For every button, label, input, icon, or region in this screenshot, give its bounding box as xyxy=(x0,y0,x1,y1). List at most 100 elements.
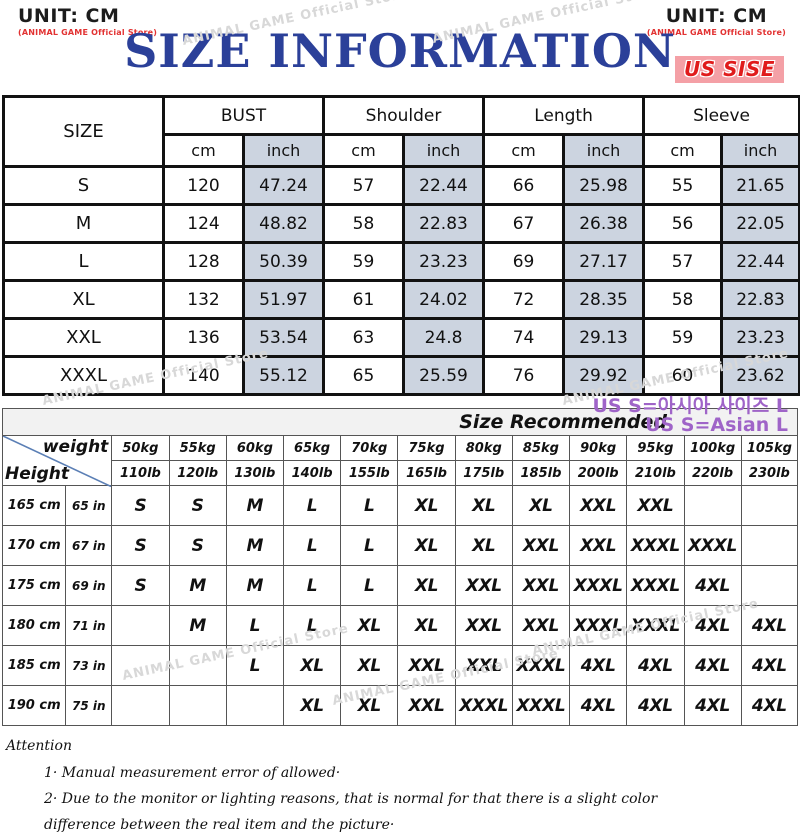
cell-M-Sleeve-inch: 22.05 xyxy=(720,203,800,244)
cell-S-Length-inch: 25.98 xyxy=(562,165,646,206)
page-header: UNIT: CM (ANIMAL GAME Official Store) UN… xyxy=(0,0,800,95)
cell-M-BUST-inch: 48.82 xyxy=(242,203,325,244)
cell-XXXL-Length-cm: 76 xyxy=(482,355,566,396)
cell-XXXL-Shoulder-inch: 25.59 xyxy=(401,355,486,396)
cell-S-BUST-inch: 47.24 xyxy=(242,165,325,206)
cell-XXXL-BUST-cm: 140 xyxy=(162,355,245,396)
height-label-in: 73 in xyxy=(65,645,113,686)
rec-cell-190cm-70kg: XL xyxy=(340,685,399,726)
rec-cell-170cm-75kg: XL xyxy=(397,525,456,566)
rec-cell-170cm-105kg xyxy=(740,525,799,566)
weight-header-kg-50kg: 50kg xyxy=(111,435,170,461)
cell-S-BUST-cm: 120 xyxy=(162,165,245,206)
height-label-in: 69 in xyxy=(65,565,113,606)
rec-cell-165cm-100kg xyxy=(683,485,742,526)
table-row: 180 cm 71 in M L L XL XL XXL XXL XXXL XXXL 4XL 4XL xyxy=(1,605,799,646)
rec-cell-185cm-105kg: 4XL xyxy=(740,645,799,686)
rec-cell-190cm-90kg: 4XL xyxy=(569,685,628,726)
cell-XL-Sleeve-cm: 58 xyxy=(642,279,724,320)
rec-cell-175cm-95kg: XXXL xyxy=(626,565,685,606)
weight-header-lb-185lb: 185lb xyxy=(511,460,571,486)
unit-left-store: (ANIMAL GAME Official Store) xyxy=(18,28,158,37)
rec-cell-175cm-105kg xyxy=(740,565,799,606)
rec-cell-165cm-65kg: L xyxy=(282,485,342,526)
cell-XXL-Sleeve-inch: 23.23 xyxy=(720,317,800,358)
unit-header-inch-7: inch xyxy=(720,133,800,168)
weight-header-lb-120lb: 120lb xyxy=(168,460,227,486)
rec-cell-165cm-90kg: XXL xyxy=(569,485,628,526)
weight-header-lb-110lb: 110lb xyxy=(111,460,170,486)
table-row: 175 cm 69 in S M M L L XL XXL XXL XXXL XXXL 4XL xyxy=(1,565,799,606)
attention-heading: Attention xyxy=(6,738,72,754)
table-row: XXXL 140 55.12 65 25.59 76 29.92 60 23.62 xyxy=(2,355,800,396)
cell-XL-Length-inch: 28.35 xyxy=(562,279,646,320)
rec-cell-190cm-60kg xyxy=(225,685,284,726)
cell-M-BUST-cm: 124 xyxy=(162,203,245,244)
rec-cell-185cm-95kg: 4XL xyxy=(626,645,685,686)
cell-L-Shoulder-cm: 59 xyxy=(322,241,405,282)
size-recommended-title: Size Recommended xyxy=(2,408,798,435)
cell-S-Sleeve-cm: 55 xyxy=(642,165,724,206)
rec-cell-180cm-100kg: 4XL xyxy=(683,605,742,646)
rec-cell-180cm-75kg: XL xyxy=(397,605,456,646)
cell-XL-Shoulder-inch: 24.02 xyxy=(401,279,486,320)
group-header-bust: BUST xyxy=(162,95,325,136)
rec-cell-180cm-65kg: L xyxy=(282,605,342,646)
rec-cell-190cm-65kg: XL xyxy=(282,685,342,726)
table-row: 190 cm 75 in XL XL XXL XXXL XXXL 4XL 4XL 4XL 4XL xyxy=(1,685,799,726)
cell-XL-Length-cm: 72 xyxy=(482,279,566,320)
weight-header-kg-90kg: 90kg xyxy=(569,435,628,461)
weight-header-kg-70kg: 70kg xyxy=(340,435,399,461)
row-size-label: XXL xyxy=(2,317,165,358)
rec-cell-185cm-75kg: XXL xyxy=(397,645,456,686)
weight-header-kg-80kg: 80kg xyxy=(454,435,513,461)
rec-cell-175cm-100kg: 4XL xyxy=(683,565,742,606)
rec-cell-175cm-65kg: L xyxy=(282,565,342,606)
height-label-in: 71 in xyxy=(65,605,113,646)
cell-S-Sleeve-inch: 21.65 xyxy=(720,165,800,206)
row-size-label: M xyxy=(2,203,165,244)
rec-cell-175cm-80kg: XXL xyxy=(454,565,513,606)
weight-header-lb-200lb: 200lb xyxy=(569,460,628,486)
axis-label-height: Height xyxy=(5,464,69,484)
rec-cell-165cm-75kg: XL xyxy=(397,485,456,526)
cell-M-Shoulder-inch: 22.83 xyxy=(401,203,486,244)
rec-cell-175cm-75kg: XL xyxy=(397,565,456,606)
rec-cell-185cm-90kg: 4XL xyxy=(569,645,628,686)
cell-XXXL-Length-inch: 29.92 xyxy=(562,355,646,396)
unit-label-right: UNIT: CM (ANIMAL GAME Official Store) xyxy=(647,5,786,37)
weight-header-lb-230lb: 230lb xyxy=(740,460,799,486)
unit-label-left: UNIT: CM (ANIMAL GAME Official Store) xyxy=(18,5,157,37)
diagonal-divider-icon xyxy=(3,436,112,487)
cell-XXL-BUST-inch: 53.54 xyxy=(242,317,325,358)
cell-M-Sleeve-cm: 56 xyxy=(642,203,724,244)
rec-cell-170cm-100kg: XXXL xyxy=(683,525,742,566)
cell-XL-BUST-inch: 51.97 xyxy=(242,279,325,320)
rec-cell-180cm-95kg: XXXL xyxy=(626,605,685,646)
unit-header-cm-0: cm xyxy=(162,133,245,168)
group-header-sleeve: Sleeve xyxy=(642,95,800,136)
us-size-badge: US SISE xyxy=(674,56,784,83)
rec-cell-185cm-55kg xyxy=(168,645,227,686)
rec-cell-185cm-50kg xyxy=(111,645,170,686)
axis-label-weight: weight xyxy=(42,437,109,457)
cell-S-Shoulder-inch: 22.44 xyxy=(401,165,486,206)
weight-header-kg-85kg: 85kg xyxy=(511,435,571,461)
rec-cell-180cm-80kg: XXL xyxy=(454,605,513,646)
rec-cell-170cm-60kg: M xyxy=(225,525,284,566)
rec-cell-175cm-70kg: L xyxy=(340,565,399,606)
rec-cell-170cm-85kg: XXL xyxy=(511,525,571,566)
table-row: M 124 48.82 58 22.83 67 26.38 56 22.05 xyxy=(2,203,800,244)
table-row: XXL 136 53.54 63 24.8 74 29.13 59 23.23 xyxy=(2,317,800,358)
height-label-cm: 175 cm xyxy=(1,565,67,606)
weight-header-kg-95kg: 95kg xyxy=(626,435,685,461)
rec-cell-175cm-50kg: S xyxy=(111,565,170,606)
height-label-cm: 180 cm xyxy=(1,605,67,646)
rec-cell-175cm-60kg: M xyxy=(225,565,284,606)
rec-cell-185cm-70kg: XL xyxy=(340,645,399,686)
rec-cell-190cm-85kg: XXXL xyxy=(511,685,571,726)
table-row: S 120 47.24 57 22.44 66 25.98 55 21.65 xyxy=(2,165,800,206)
rec-cell-180cm-85kg: XXL xyxy=(511,605,571,646)
rec-cell-175cm-55kg: M xyxy=(168,565,227,606)
rec-cell-180cm-55kg: M xyxy=(168,605,227,646)
